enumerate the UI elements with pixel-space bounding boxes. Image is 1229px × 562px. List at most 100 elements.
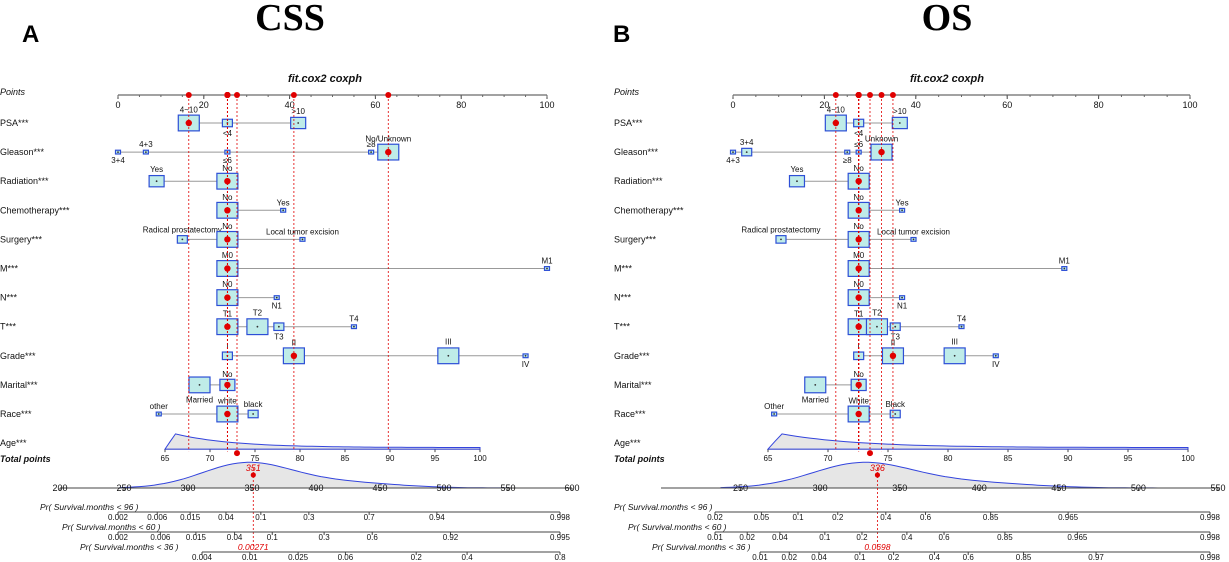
level-center-dot (181, 238, 184, 241)
chart-subtitle: fit.cox2 coxph (910, 73, 984, 85)
total-value-marker (250, 472, 256, 478)
level-label: Radical prostatectomy (143, 225, 222, 234)
total-density (720, 461, 1159, 489)
variable-row: Race*** Other White Black (614, 397, 906, 423)
level-label: M1 (541, 257, 553, 266)
probability-tick-label: 0.4 (462, 553, 474, 562)
variable-label: Radiation*** (614, 176, 663, 186)
level-label: Yes (150, 165, 163, 174)
level-label: Yes (896, 198, 909, 207)
probability-tick-label: 0.2 (832, 513, 844, 522)
variable-label: M*** (614, 264, 633, 274)
probability-axis: Pr( Survival.months < 36 )0.01 0.02 0.04 0.… (652, 542, 1221, 562)
total-points-label: Total points (0, 454, 51, 464)
age-tick-label: 70 (824, 454, 833, 463)
probability-axis-label: Pr( Survival.months < 36 ) (652, 542, 751, 552)
total-tick-label: 600 (564, 483, 579, 493)
selected-point (224, 323, 231, 330)
probability-tick-label: 0.002 (108, 513, 129, 522)
variable-row: Chemotherapy*** No Yes (614, 193, 909, 219)
probability-tick-label: 0.3 (303, 513, 315, 522)
level-center-dot (157, 413, 160, 415)
level-label: >10 (291, 107, 305, 116)
level-center-dot (353, 325, 355, 328)
probability-tick-label: 0.3 (319, 533, 331, 542)
points-axis-marker (290, 92, 297, 98)
level-center-dot (960, 325, 963, 328)
probability-axis-label: Pr( Survival.months < 96 ) (40, 502, 139, 512)
total-tick-label: 500 (436, 483, 451, 493)
probability-tick-label: 0.04 (772, 533, 788, 542)
level-center-dot (876, 325, 878, 328)
level-center-dot (773, 413, 776, 415)
level-center-dot (732, 151, 734, 154)
level-label: >10 (893, 107, 907, 116)
age-tick-label: 75 (884, 454, 893, 463)
level-center-dot (297, 122, 300, 124)
level-label: I (858, 342, 860, 351)
chart-title: CSS (255, 0, 325, 39)
total-tick-label: 500 (1131, 483, 1146, 493)
selected-point (867, 450, 873, 457)
selected-point (224, 207, 231, 214)
age-tick-label: 85 (341, 454, 350, 463)
total-tick-label: 550 (1210, 483, 1225, 493)
variable-row: Race*** other white black (0, 397, 263, 423)
total-tick-label: 450 (372, 483, 387, 493)
level-label: Married (802, 395, 829, 404)
probability-tick-label: 0.02 (739, 533, 755, 542)
probability-axis-label: Pr( Survival.months < 60 ) (62, 522, 161, 532)
total-value-label: 351 (246, 463, 261, 473)
probability-tick-label: 0.006 (147, 513, 168, 522)
age-tick-label: 75 (251, 454, 260, 463)
level-label: N1 (897, 302, 908, 311)
variable-row: Gleason***3+44+3≤6≥8No/Unknown (0, 135, 411, 165)
variable-label: M*** (0, 264, 19, 274)
points-tick-label: 40 (911, 100, 921, 110)
probability-tick-label: 0.85 (1016, 553, 1032, 562)
probability-tick-label: 0.1 (267, 533, 279, 542)
level-label: 4~10 (827, 106, 846, 115)
level-center-dot (912, 238, 915, 241)
points-tick-label: 0 (730, 100, 735, 110)
variable-label: Race*** (614, 409, 646, 419)
age-tick-label: 85 (1004, 454, 1013, 463)
level-center-dot (1063, 267, 1066, 270)
probability-tick-label: 0.006 (150, 533, 171, 542)
total-tick-label: 550 (500, 483, 515, 493)
variable-label: T*** (0, 322, 17, 332)
level-label: T1 (854, 309, 864, 318)
total-density (119, 461, 513, 489)
total-tick-label: 400 (972, 483, 987, 493)
probability-tick-label: 0.2 (888, 553, 900, 562)
level-label: ≥8 (843, 156, 852, 165)
probability-tick-label: 0.965 (1067, 533, 1088, 542)
probability-tick-label: 0.6 (963, 553, 975, 562)
level-label: T3 (274, 333, 284, 342)
total-tick-label: 300 (813, 483, 828, 493)
level-label: M1 (1059, 257, 1071, 266)
variable-label: Marital*** (614, 380, 652, 390)
probability-tick-label: 0.85 (983, 513, 999, 522)
probability-value-label: 0.0698 (864, 542, 890, 552)
points-tick-label: 80 (456, 100, 466, 110)
probability-tick-label: 0.002 (108, 533, 129, 542)
variable-label: Grade*** (0, 351, 36, 361)
variable-label: Age*** (0, 438, 27, 448)
level-label: III (951, 337, 958, 346)
level-center-dot (796, 180, 798, 183)
level-label: IV (522, 360, 530, 369)
level-center-dot (144, 151, 147, 154)
level-label: 4+3 (139, 140, 153, 149)
selected-point (224, 294, 231, 301)
probability-tick-label: 0.1 (792, 513, 804, 522)
level-label: 3+4 (111, 156, 125, 165)
probability-tick-label: 0.7 (364, 513, 376, 522)
probability-tick-label: 0.015 (186, 533, 207, 542)
probability-tick-label: 0.2 (856, 533, 868, 542)
selected-point (855, 410, 862, 418)
age-tick-label: 100 (473, 454, 487, 463)
